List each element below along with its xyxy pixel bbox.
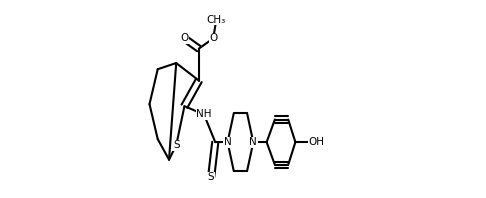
Text: N: N (249, 137, 257, 147)
Text: O: O (180, 33, 189, 43)
Text: O: O (209, 33, 217, 43)
Text: S: S (173, 140, 179, 150)
Text: N: N (224, 137, 231, 147)
Text: S: S (208, 172, 214, 182)
Text: OH: OH (309, 137, 325, 147)
Text: NH: NH (196, 109, 212, 119)
Text: CH₃: CH₃ (207, 15, 226, 25)
